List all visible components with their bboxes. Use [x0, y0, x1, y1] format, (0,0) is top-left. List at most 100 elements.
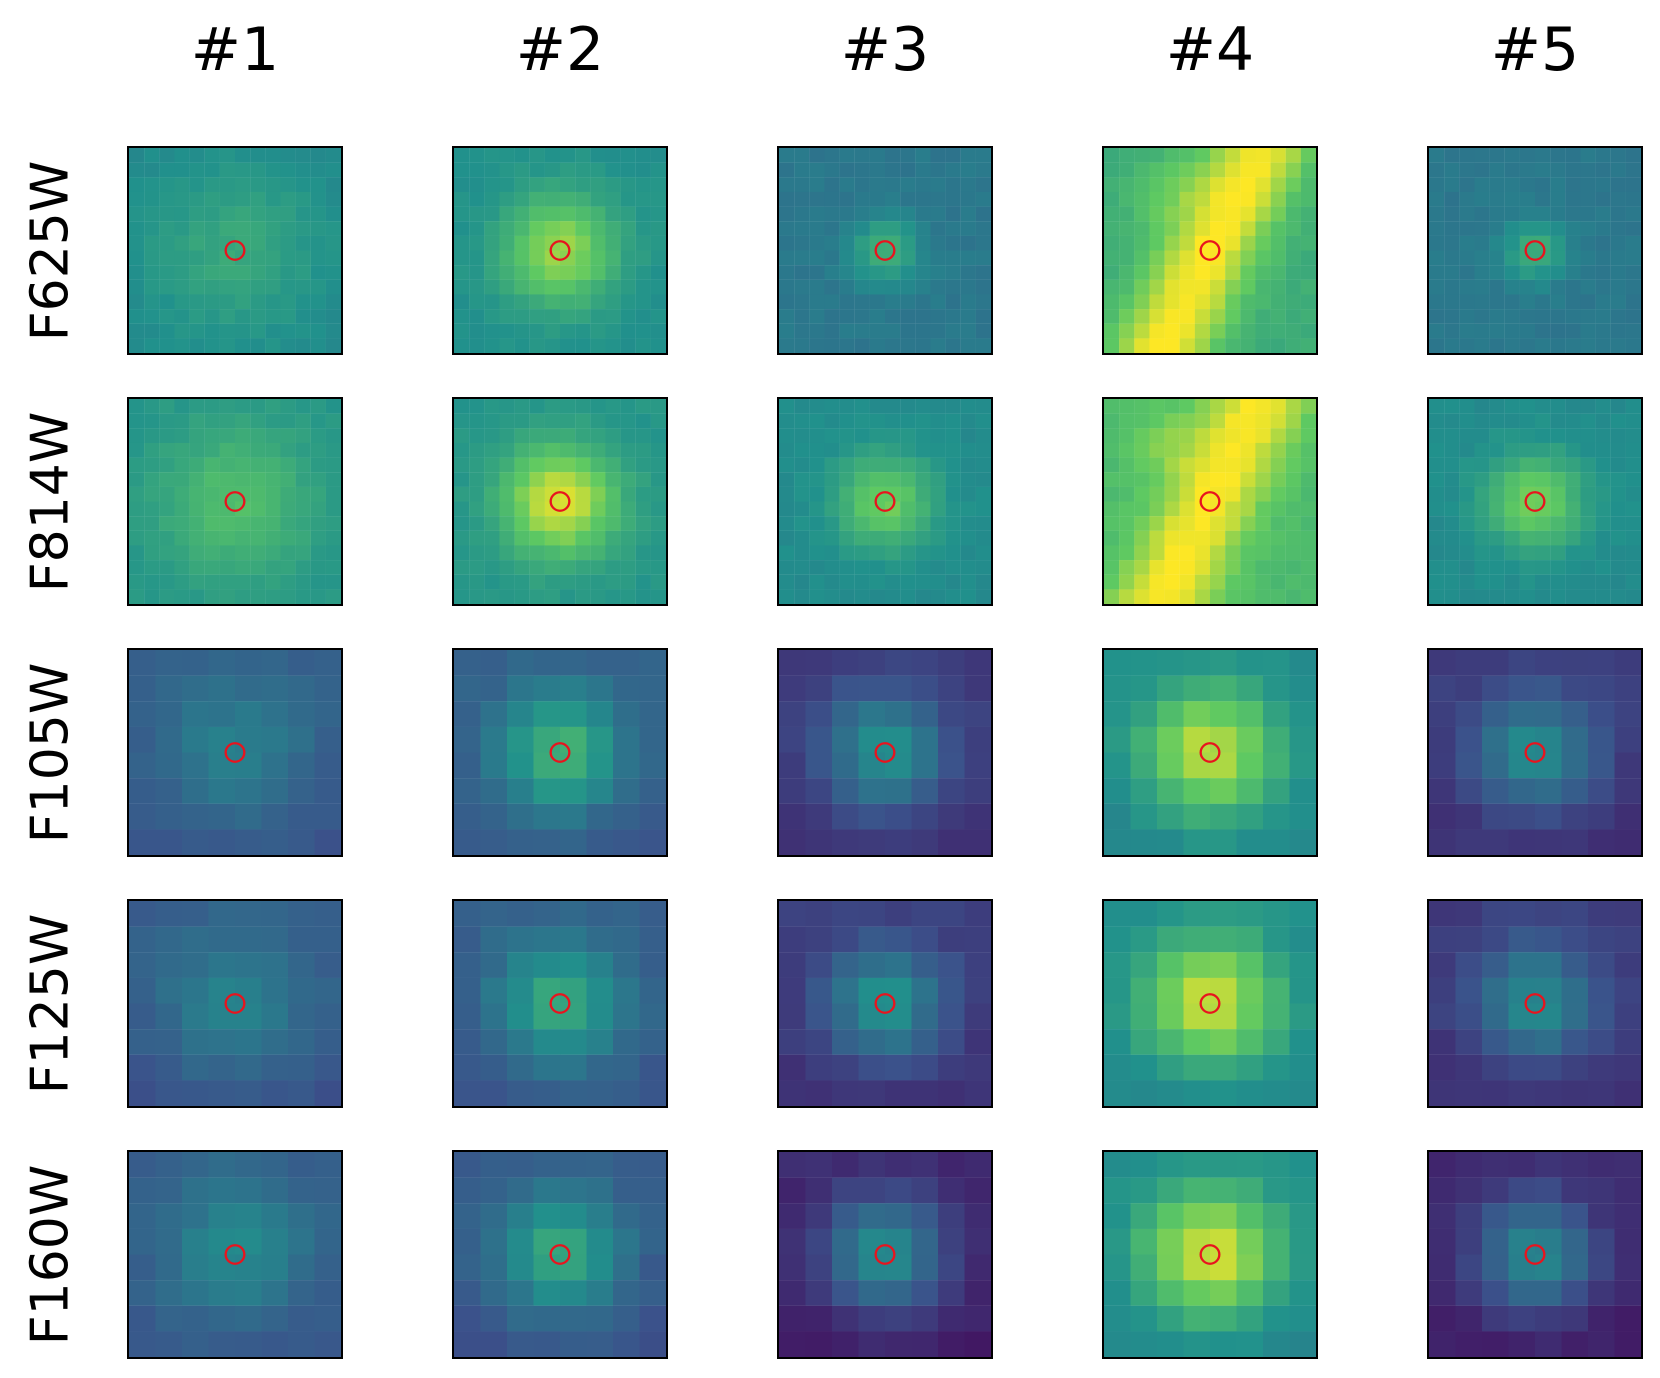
- pixel-cell: [1263, 901, 1290, 927]
- pixel-cell: [1134, 309, 1150, 324]
- pixel-cell: [794, 472, 810, 487]
- pixel-cell: [1504, 162, 1520, 178]
- pixel-cell: [1504, 323, 1520, 339]
- pixel-cell: [575, 206, 591, 222]
- pixel-cell: [129, 472, 145, 487]
- pixel-cell: [235, 952, 262, 978]
- pixel-cell: [794, 413, 810, 429]
- pixel-cell: [1270, 250, 1286, 266]
- pixel-cell: [1459, 413, 1475, 429]
- pixel-cell: [1610, 279, 1626, 295]
- pixel-cell: [1240, 323, 1256, 339]
- pixel-cell: [250, 177, 266, 193]
- pixel-cell: [869, 279, 886, 295]
- pixel-cell: [839, 177, 855, 193]
- pixel-cell: [832, 901, 859, 927]
- pixel-cell: [824, 162, 840, 178]
- pixel-cell: [1289, 1331, 1316, 1357]
- pixel-cell: [182, 1080, 209, 1106]
- pixel-cell: [1610, 516, 1626, 531]
- pixel-cell: [930, 413, 946, 429]
- pixel-cell: [484, 560, 500, 575]
- pixel-cell: [975, 530, 991, 546]
- pixel-cell: [174, 530, 190, 546]
- pixel-cell: [915, 486, 931, 502]
- pixel-cell: [1455, 1203, 1483, 1229]
- pixel-cell: [1104, 191, 1120, 207]
- pixel-cell: [144, 148, 160, 163]
- pixel-cell: [454, 221, 470, 236]
- pixel-cell: [635, 574, 651, 590]
- pixel-cell: [1550, 413, 1566, 429]
- pixel-cell: [809, 191, 825, 207]
- pixel-cell: [129, 1152, 156, 1178]
- pixel-cell: [854, 206, 870, 222]
- column-title: #1: [190, 15, 280, 85]
- pixel-cell: [975, 309, 991, 324]
- pixel-cell: [964, 1080, 991, 1106]
- pixel-cell: [1535, 1305, 1562, 1332]
- pixel-cell: [1255, 560, 1271, 575]
- pixel-cell: [1225, 221, 1241, 236]
- pixel-cell: [1508, 675, 1536, 702]
- pixel-cell: [854, 235, 870, 251]
- pixel-cell: [1130, 1003, 1158, 1030]
- pixel-cell: [1300, 457, 1316, 473]
- pixel-cell: [129, 221, 145, 236]
- pixel-cell: [620, 516, 636, 531]
- pixel-cell: [794, 279, 810, 295]
- pixel-cell: [1240, 191, 1256, 207]
- center-marker-circle: [224, 491, 246, 512]
- pixel-cell: [779, 472, 795, 487]
- pixel-cell: [639, 701, 666, 727]
- pixel-cell: [159, 250, 175, 266]
- pixel-cell: [480, 1305, 508, 1332]
- pixel-cell: [590, 162, 606, 178]
- pixel-cell: [325, 279, 341, 295]
- pixel-cell: [1459, 589, 1475, 604]
- pixel-cell: [1240, 148, 1256, 163]
- pixel-cell: [144, 294, 160, 310]
- pixel-cell: [1595, 472, 1611, 487]
- pixel-cell: [794, 442, 810, 458]
- pixel-cell: [1210, 413, 1226, 429]
- pixel-cell: [189, 323, 205, 339]
- pixel-cell: [900, 530, 916, 546]
- pixel-cell: [1263, 1280, 1290, 1306]
- pixel-cell: [794, 235, 810, 251]
- pixel-cell: [159, 221, 175, 236]
- pixel-cell: [1565, 338, 1581, 353]
- pixel-cell: [779, 1331, 806, 1357]
- pixel-cell: [1550, 457, 1566, 473]
- pixel-cell: [469, 589, 485, 604]
- pixel-cell: [507, 650, 534, 676]
- pixel-cell: [469, 294, 485, 310]
- pixel-cell: [1561, 1254, 1589, 1281]
- pixel-cell: [1157, 1152, 1184, 1178]
- pixel-cell: [1482, 1152, 1509, 1178]
- cutout-panel: [127, 397, 343, 606]
- pixel-cell: [310, 457, 326, 473]
- pixel-cell: [1225, 472, 1241, 487]
- pixel-cell: [586, 778, 614, 804]
- pixel-cell: [295, 530, 311, 546]
- pixel-cell: [1210, 1331, 1237, 1357]
- pixel-cell: [1565, 177, 1581, 193]
- pixel-cell: [1236, 1280, 1264, 1306]
- pixel-cell: [1519, 338, 1536, 353]
- pixel-cell: [314, 1152, 341, 1178]
- pixel-cell: [900, 323, 916, 339]
- pixel-cell: [1210, 1254, 1237, 1281]
- pixel-cell: [945, 148, 961, 163]
- pixel-cell: [454, 428, 470, 444]
- pixel-cell: [635, 428, 651, 444]
- pixel-cell: [514, 560, 530, 575]
- pixel-cell: [960, 560, 976, 575]
- pixel-cell: [620, 486, 636, 502]
- pixel-cell: [560, 221, 576, 236]
- pixel-cell: [1194, 516, 1211, 531]
- pixel-cell: [809, 279, 825, 295]
- pixel-cell: [1255, 250, 1271, 266]
- pixel-cell: [1194, 545, 1211, 561]
- pixel-cell: [261, 977, 289, 1004]
